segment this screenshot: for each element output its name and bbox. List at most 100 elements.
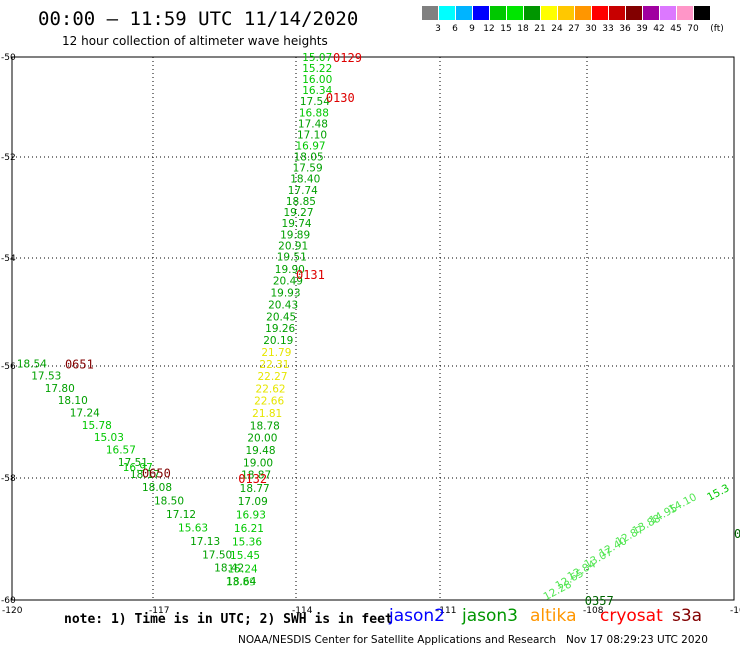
legend-label: 9	[469, 24, 475, 34]
wave-height-value: 20.45	[266, 311, 296, 323]
wave-height-value: 18.64	[226, 576, 256, 588]
legend-swatch	[473, 6, 489, 20]
wave-height-value: 17.59	[293, 163, 323, 175]
wave-height-value: 20.43	[268, 299, 298, 311]
time-label: 0129	[333, 51, 362, 65]
time-label: 0130	[326, 91, 355, 105]
wave-height-value: 15.07	[302, 52, 332, 64]
satellite-s3a: s3a	[672, 606, 703, 626]
legend-label: 15	[500, 24, 512, 34]
wave-height-value: 21.79	[261, 347, 291, 359]
wave-height-value: 13.89	[226, 577, 256, 589]
grid-lines	[12, 57, 734, 600]
y-tick-label: -50	[1, 53, 16, 63]
wave-height-value: 16.93	[236, 510, 266, 522]
wave-height-value: 15.78	[82, 420, 112, 432]
time-label: 0650	[142, 466, 171, 480]
legend-swatch	[558, 6, 574, 20]
wave-height-value: 17.13	[190, 536, 220, 548]
wave-height-value: 20.49	[273, 276, 303, 288]
wave-height-value: 19.27	[283, 207, 313, 219]
legend-swatch	[439, 6, 455, 20]
wave-height-value: 17.24	[70, 407, 100, 419]
wave-height-value: 17.09	[238, 496, 268, 508]
time-label: 0357	[585, 594, 614, 608]
legend-label: 42	[653, 24, 665, 34]
wave-height-value: 22.27	[257, 371, 287, 383]
wave-height-value: 18.78	[250, 420, 280, 432]
wave-height-value: 19.93	[270, 288, 300, 300]
y-tick-label: -60	[1, 596, 16, 606]
x-tick-label: -105	[730, 606, 740, 616]
wave-height-value: 19.90	[275, 264, 305, 276]
wave-height-value: 14.10	[667, 491, 699, 516]
x-tick-label: -117	[149, 606, 169, 616]
wave-height-value: 18.08	[142, 482, 172, 494]
wave-height-value: 19.74	[282, 218, 312, 230]
wave-height-value: 16.34	[302, 85, 332, 97]
wave-height-value: 19.51	[277, 251, 307, 263]
wave-height-value: 17.48	[298, 119, 328, 131]
legend-label: 3	[435, 24, 441, 34]
wave-height-value: 19.48	[245, 445, 275, 457]
wave-height-value: 19.89	[280, 229, 310, 241]
legend-swatch	[524, 6, 540, 20]
wave-height-value: 16.88	[299, 108, 329, 120]
wave-height-value: 18.87	[241, 470, 271, 482]
legend-label: 12	[483, 24, 495, 34]
wave-height-value: 18.85	[286, 196, 316, 208]
legend-swatch	[694, 6, 710, 20]
x-tick-label: -114	[292, 606, 313, 616]
x-tick-labels: -120 -117 -114 -111 -108 -105	[2, 606, 740, 616]
legend-label: 36	[619, 24, 631, 34]
satellite-cryosat: cryosat	[600, 606, 663, 626]
wave-height-value: 18.42	[214, 563, 244, 575]
legend-label: 33	[602, 24, 614, 34]
wave-height-value: 18.40	[290, 174, 320, 186]
legend-unit: (ft)	[710, 24, 724, 34]
time-labels: 0129 0130 0131 0132 0651 0650 0357 03	[65, 51, 740, 608]
wave-height-value: 18.10	[58, 395, 88, 407]
satellite-jason3: jason3	[462, 606, 518, 626]
legend-label: 39	[636, 24, 648, 34]
legend-label: 18	[517, 24, 529, 34]
x-tick-label: -120	[2, 606, 23, 616]
y-tick-label: -52	[1, 153, 16, 163]
legend-swatch	[626, 6, 642, 20]
wave-height-value: 15.24	[228, 563, 258, 575]
legend-swatch	[677, 6, 693, 20]
y-tick-labels: -50 -52 -54 -56 -58 -60	[1, 53, 16, 606]
wave-height-value: 18.50	[154, 496, 184, 508]
legend-label: 6	[452, 24, 458, 34]
wave-height-value: 17.51	[118, 457, 148, 469]
legend-swatch	[456, 6, 472, 20]
page-subtitle: 12 hour collection of altimeter wave hei…	[62, 34, 328, 48]
wave-height-value: 18.17	[130, 469, 160, 481]
time-label: 03	[734, 527, 740, 541]
wave-height-value: 19.26	[265, 323, 295, 335]
wave-height-value: 17.74	[288, 185, 318, 197]
legend-label: 24	[551, 24, 563, 34]
wave-height-value: 16.00	[302, 74, 332, 86]
legend-swatch	[643, 6, 659, 20]
wave-height-value: 17.50	[202, 549, 232, 561]
wave-height-value: 15.3	[705, 482, 731, 504]
wave-height-value: 22.62	[256, 383, 286, 395]
legend-swatch	[422, 6, 438, 20]
y-tick-label: -54	[1, 254, 16, 264]
wave-height-value: 15.03	[94, 432, 124, 444]
legend-label: 30	[585, 24, 597, 34]
wave-height-value: 18.05	[294, 152, 324, 164]
wave-height-value: 16.97	[123, 462, 153, 474]
x-tick-label: -111	[436, 606, 456, 616]
legend-swatch	[592, 6, 608, 20]
time-label: 0132	[238, 472, 267, 486]
legend-swatch	[609, 6, 625, 20]
footer-credit: NOAA/NESDIS Center for Satellite Applica…	[238, 634, 708, 646]
wave-height-value: 20.91	[278, 240, 308, 252]
wave-height-value: 15.63	[178, 522, 208, 534]
wave-height-value: 17.12	[166, 509, 196, 521]
wave-height-value: 16.97	[296, 141, 326, 153]
wave-height-value: 22.66	[254, 396, 284, 408]
